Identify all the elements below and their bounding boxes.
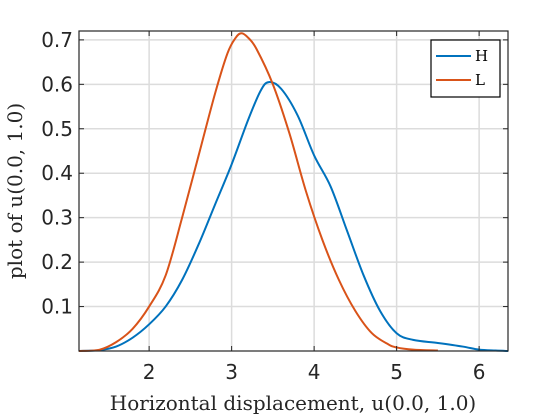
y-tick-labels: 0.1 0.2 0.3 0.4 0.5 0.6 0.7 [41,28,73,319]
legend-label-h: H [475,47,488,65]
legend-label-l: L [475,71,485,89]
tick-marks [79,31,508,351]
x-tick-label: 2 [143,360,156,384]
axes-box [78,30,509,352]
series-lines [78,32,509,352]
y-tick-label: 0.7 [41,28,73,52]
y-tick-label: 0.6 [41,72,73,96]
x-tick-label: 4 [308,360,321,384]
y-axis-label: plot of u(0.0, 1.0) [3,103,27,279]
series-line-h [78,81,509,352]
x-tick-label: 3 [225,360,238,384]
y-tick-label: 0.3 [41,206,73,230]
y-tick-label: 0.1 [41,295,73,319]
x-tick-label: 6 [473,360,486,384]
x-tick-label: 5 [390,360,403,384]
legend: H L [430,39,501,98]
legend-box [430,39,501,98]
x-axis-label: Horizontal displacement, u(0.0, 1.0) [110,391,476,415]
y-tick-label: 0.5 [41,117,73,141]
y-tick-label: 0.2 [41,250,73,274]
x-tick-labels: 2 3 4 5 6 [143,360,486,384]
series-line-l [78,32,438,352]
y-tick-label: 0.4 [41,161,73,185]
